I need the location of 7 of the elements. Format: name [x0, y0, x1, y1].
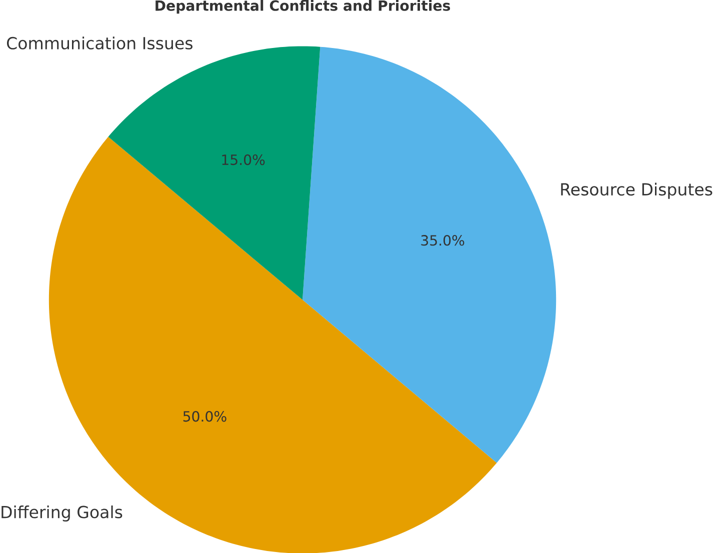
- data-label: 35.0%: [421, 234, 464, 246]
- slice-label: Resource Disputes: [561, 182, 712, 199]
- slice-label: Communication Issues: [6, 36, 192, 50]
- chart-title: Departmental Conflicts and Priorities: [156, 0, 450, 14]
- data-label: 15.0%: [222, 154, 265, 165]
- slice-label: Differing Goals: [2, 505, 122, 522]
- data-label: 50.0%: [183, 410, 226, 422]
